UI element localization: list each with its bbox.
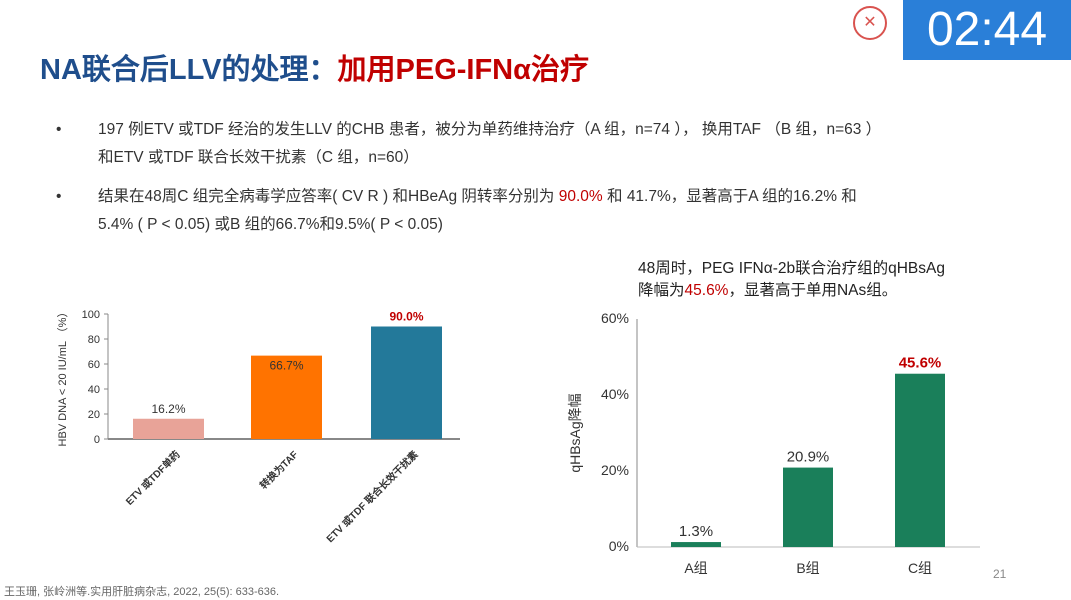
x-category-label: 转换为TAF — [257, 448, 301, 492]
bar — [133, 418, 204, 439]
y-tick-label: 40 — [88, 384, 100, 396]
note-pre: 降幅为 — [638, 282, 685, 299]
footnote: 王玉珊, 张岭洲等.实用肝脏病杂志, 2022, 25(5): 633-636. — [4, 586, 280, 598]
title-highlight: 加用PEG-IFNα治疗 — [337, 54, 589, 86]
bullet-1-line1: 197 例ETV 或TDF 经治的发生LLV 的CHB 患者，被分为单药维持治疗… — [98, 121, 882, 138]
y-tick-label: 100 — [82, 309, 100, 321]
y-tick-label: 20 — [88, 409, 100, 421]
title-main: NA联合后LLV的处理： — [40, 54, 338, 86]
data-label: 16.2% — [151, 402, 185, 416]
hbv-dna-chart: 0 20 40 60 80 100 HBV DNA < 20 IU/mL （%） 16.2% E… — [56, 307, 460, 545]
data-label: 20.9% — [787, 449, 830, 466]
university-logo: ✕ — [853, 6, 887, 40]
chart2-note: 48周时，PEG IFNα-2b联合治疗组的qHBsAg 降幅为45.6%，显著… — [638, 258, 945, 302]
y-tick-label: 80 — [88, 334, 100, 346]
bar — [251, 355, 322, 439]
note-post: ，显著高于单用NAs组。 — [728, 282, 898, 299]
bullet-1: • 197 例ETV 或TDF 经治的发生LLV 的CHB 患者，被分为单药维持… — [56, 116, 882, 172]
countdown-timer: 02:44 — [903, 0, 1071, 60]
note-highlight: 45.6% — [684, 282, 729, 299]
bullet-2-line2: 5.4% ( P < 0.05) 或B 组的66.7%和9.5%( P < 0.… — [98, 216, 443, 233]
qhbsag-chart: 0% 20% 40% 60% qHBsAg降幅 1.3% A组 20.9% B组 45.6% C组 — [567, 310, 980, 576]
y-tick-label: 60% — [601, 310, 629, 326]
x-category-label: B组 — [796, 560, 819, 576]
note-line1: 48周时，PEG IFNα-2b联合治疗组的qHBsAg — [638, 260, 945, 277]
bullet-2-highlight: 90.0% — [558, 188, 603, 205]
data-label: 45.6% — [899, 355, 942, 372]
y-tick-label: 0% — [609, 538, 629, 554]
y-axis-label: HBV DNA < 20 IU/mL （%） — [56, 307, 69, 447]
bar — [895, 373, 945, 547]
bullet-2: • 结果在48周C 组完全病毒学应答率( CV R ) 和HBeAg 阴转率分别… — [56, 183, 857, 239]
bullet-2-post: 和 41.7%，显著高于A 组的16.2% 和 — [602, 188, 857, 205]
bar — [783, 467, 833, 547]
x-category-label: ETV 或TDF单药 — [123, 448, 183, 508]
bar — [371, 326, 442, 439]
data-label: 66.7% — [269, 359, 303, 373]
x-category-label: C组 — [908, 560, 932, 576]
bullet-2-pre: 结果在48周C 组完全病毒学应答率( CV R ) 和HBeAg 阴转率分别为 — [98, 188, 559, 205]
data-label: 1.3% — [679, 523, 713, 540]
bullet-1-line2: 和ETV 或TDF 联合长效干扰素（C 组，n=60） — [98, 149, 419, 166]
y-axis-label: qHBsAg降幅 — [567, 393, 583, 472]
y-tick-label: 40% — [601, 386, 629, 402]
y-tick-label: 0 — [94, 434, 100, 446]
slide-title: NA联合后LLV的处理：加用PEG-IFNα治疗 — [40, 46, 589, 88]
page-number: 21 — [993, 567, 1007, 581]
y-tick-label: 20% — [601, 462, 629, 478]
data-label: 90.0% — [389, 310, 423, 324]
x-category-label: ETV 或TDF 联合长效干扰素 — [323, 448, 420, 545]
x-category-label: A组 — [684, 560, 707, 576]
y-tick-label: 60 — [88, 359, 100, 371]
bar — [671, 542, 721, 547]
